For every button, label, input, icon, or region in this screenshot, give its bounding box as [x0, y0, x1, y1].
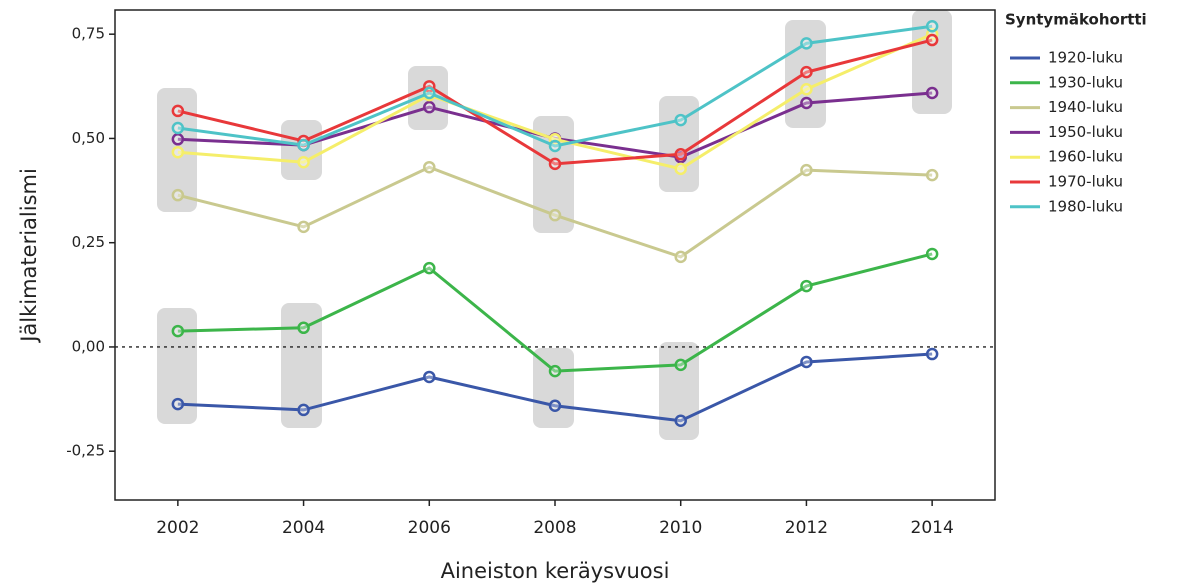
point-marker	[674, 162, 687, 176]
y-tick-label: 0,75	[72, 25, 105, 43]
point-marker	[548, 399, 562, 413]
legend-label: 1940-luku	[1048, 98, 1123, 116]
x-tick-label: 2004	[282, 518, 325, 538]
point-marker	[423, 261, 436, 275]
point-marker	[171, 145, 185, 159]
point-marker	[297, 321, 310, 335]
legend-label: 1960-luku	[1048, 148, 1123, 166]
point-marker	[800, 96, 813, 110]
point-marker	[925, 347, 939, 361]
y-tick-label: 0,25	[72, 233, 105, 251]
point-marker	[800, 279, 813, 293]
point-marker	[925, 20, 939, 33]
highlight-box	[157, 88, 197, 212]
legend-title: Syntymäkohortti	[1005, 11, 1147, 29]
point-marker	[800, 65, 813, 79]
highlight-box	[912, 10, 952, 114]
point-marker	[548, 139, 562, 153]
y-tick-label: 0,50	[72, 129, 105, 147]
point-marker	[925, 86, 939, 100]
point-marker	[297, 155, 310, 169]
point-marker	[171, 324, 185, 338]
series-line	[177, 352, 933, 423]
point-marker	[925, 247, 939, 261]
point-marker	[674, 250, 687, 264]
x-axis-label: Aineiston keräysvuosi	[441, 559, 670, 583]
y-tick-label: 0,00	[72, 337, 105, 355]
point-marker	[548, 208, 562, 222]
x-tick-label: 2002	[156, 518, 199, 538]
series-line	[177, 24, 933, 148]
x-tick-label: 2014	[911, 518, 954, 538]
series-line	[177, 252, 933, 373]
x-tick-label: 2010	[659, 518, 702, 538]
x-tick-label: 2006	[408, 518, 451, 538]
x-tick-label: 2008	[533, 518, 576, 538]
highlight-box	[659, 96, 699, 192]
highlight-box	[281, 303, 322, 428]
point-marker	[171, 121, 185, 135]
point-marker	[297, 138, 310, 152]
x-tick-label: 2012	[785, 518, 828, 538]
point-marker	[925, 168, 939, 182]
legend-label: 1930-luku	[1048, 73, 1123, 91]
point-marker	[800, 37, 813, 50]
point-marker	[800, 163, 813, 177]
point-marker	[674, 358, 687, 372]
point-marker	[548, 157, 562, 171]
point-marker	[674, 414, 687, 428]
point-marker	[925, 33, 939, 47]
point-marker	[423, 100, 436, 114]
series-line	[177, 165, 933, 259]
legend-label: 1970-luku	[1048, 173, 1123, 191]
series-line	[177, 32, 933, 171]
legend-label: 1980-luku	[1048, 197, 1123, 215]
point-marker	[548, 364, 562, 378]
point-marker	[423, 86, 436, 100]
point-marker	[171, 104, 185, 118]
point-marker	[171, 133, 185, 146]
point-marker	[800, 82, 813, 96]
point-marker	[297, 220, 310, 234]
point-marker	[674, 113, 687, 127]
y-tick-label: -0,25	[66, 442, 105, 460]
point-marker	[297, 403, 310, 417]
legend-label: 1950-luku	[1048, 123, 1123, 141]
point-marker	[674, 148, 687, 161]
point-marker	[171, 188, 185, 202]
point-marker	[423, 160, 436, 174]
point-marker	[800, 355, 813, 369]
point-marker	[423, 370, 436, 384]
point-marker	[171, 397, 185, 411]
legend-label: 1920-luku	[1048, 49, 1123, 67]
highlight-box	[157, 308, 197, 424]
y-axis-label: Jälkimaterialismi	[17, 168, 41, 344]
